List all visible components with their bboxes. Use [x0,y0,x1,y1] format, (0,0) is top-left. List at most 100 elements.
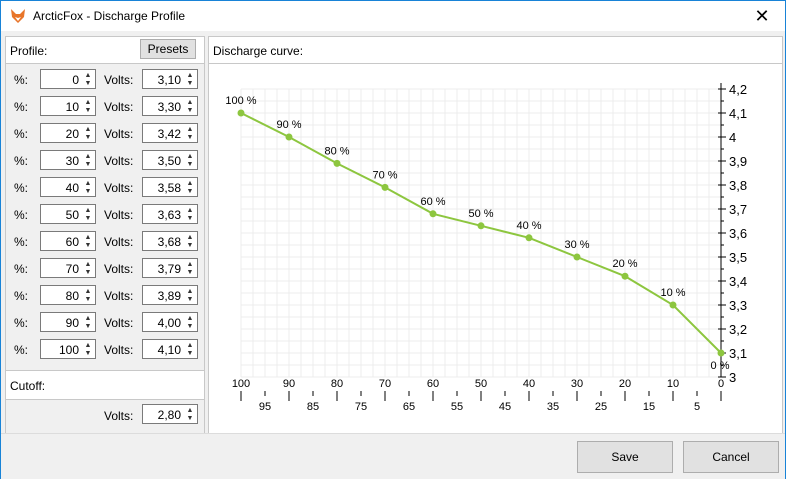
data-point-label: 40 % [516,220,541,232]
spin-up-icon[interactable]: ▲ [186,125,194,133]
y-tick-label: 4,2 [729,82,747,97]
percent-spinbox[interactable]: 80 ▲ ▼ [40,285,96,305]
spin-down-icon[interactable]: ▼ [84,187,92,195]
spin-up-icon[interactable]: ▲ [186,406,194,414]
percent-label: %: [14,73,29,87]
profile-row: %: 90 ▲ ▼ Volts: 4,00 ▲ ▼ [6,308,204,335]
percent-spinbox[interactable]: 60 ▲ ▼ [40,231,96,251]
spin-down-icon[interactable]: ▼ [84,133,92,141]
volts-spinbox[interactable]: 3,89 ▲ ▼ [142,285,198,305]
x-minor-tick-label: 75 [355,401,367,413]
spin-up-icon[interactable]: ▲ [84,98,92,106]
spin-down-icon[interactable]: ▼ [186,160,194,168]
percent-spinbox[interactable]: 40 ▲ ▼ [40,177,96,197]
spin-down-icon[interactable]: ▼ [186,268,194,276]
volts-value: 3,89 [157,289,181,303]
volts-spinbox[interactable]: 3,68 ▲ ▼ [142,231,198,251]
spin-down-icon[interactable]: ▼ [186,214,194,222]
percent-value: 50 [65,208,79,222]
spin-down-icon[interactable]: ▼ [84,295,92,303]
spin-down-icon[interactable]: ▼ [84,268,92,276]
cancel-button[interactable]: Cancel [683,441,779,473]
spin-down-icon[interactable]: ▼ [186,349,194,357]
percent-value: 90 [65,316,79,330]
percent-spinbox[interactable]: 30 ▲ ▼ [40,150,96,170]
spin-down-icon[interactable]: ▼ [84,322,92,330]
spin-down-icon[interactable]: ▼ [186,79,194,87]
spin-up-icon[interactable]: ▲ [84,152,92,160]
spin-down-icon[interactable]: ▼ [84,241,92,249]
spin-up-icon[interactable]: ▲ [186,233,194,241]
percent-spinbox[interactable]: 50 ▲ ▼ [40,204,96,224]
spin-down-icon[interactable]: ▼ [186,106,194,114]
presets-button[interactable]: Presets [140,39,196,59]
spin-up-icon[interactable]: ▲ [84,233,92,241]
volts-spinbox[interactable]: 3,63 ▲ ▼ [142,204,198,224]
close-icon[interactable]: ✕ [754,5,770,26]
spin-up-icon[interactable]: ▲ [84,341,92,349]
spin-down-icon[interactable]: ▼ [84,106,92,114]
y-tick-label: 3,3 [729,298,747,313]
spin-up-icon[interactable]: ▲ [186,341,194,349]
percent-spinbox[interactable]: 0 ▲ ▼ [40,69,96,89]
volts-value: 3,68 [157,235,181,249]
data-point [333,159,341,167]
spin-up-icon[interactable]: ▲ [84,314,92,322]
spin-up-icon[interactable]: ▲ [84,260,92,268]
percent-label: %: [14,343,29,357]
spin-down-icon[interactable]: ▼ [186,322,194,330]
x-minor-tick-label: 35 [547,401,559,413]
volts-spinbox[interactable]: 3,79 ▲ ▼ [142,258,198,278]
cutoff-volts-spinbox[interactable]: 2,80 ▲ ▼ [142,404,198,424]
volts-label: Volts: [104,100,134,114]
spin-down-icon[interactable]: ▼ [186,414,194,422]
y-tick-label: 3 [729,370,736,385]
spin-up-icon[interactable]: ▲ [186,260,194,268]
spin-down-icon[interactable]: ▼ [84,214,92,222]
spin-down-icon[interactable]: ▼ [186,241,194,249]
profile-row: %: 10 ▲ ▼ Volts: 3,30 ▲ ▼ [6,92,204,119]
spin-down-icon[interactable]: ▼ [84,79,92,87]
x-minor-tick-label: 65 [403,401,415,413]
percent-spinbox[interactable]: 70 ▲ ▼ [40,258,96,278]
volts-spinbox[interactable]: 3,50 ▲ ▼ [142,150,198,170]
spin-up-icon[interactable]: ▲ [186,314,194,322]
spin-up-icon[interactable]: ▲ [84,71,92,79]
title-bar[interactable]: ArcticFox - Discharge Profile ✕ [1,1,785,31]
spin-down-icon[interactable]: ▼ [186,133,194,141]
volts-value: 4,00 [157,316,181,330]
spin-up-icon[interactable]: ▲ [186,152,194,160]
percent-value: 20 [65,127,79,141]
spin-up-icon[interactable]: ▲ [84,179,92,187]
spin-up-icon[interactable]: ▲ [186,179,194,187]
spin-down-icon[interactable]: ▼ [186,187,194,195]
data-point [285,133,293,141]
volts-spinbox[interactable]: 3,58 ▲ ▼ [142,177,198,197]
spin-up-icon[interactable]: ▲ [84,206,92,214]
volts-spinbox[interactable]: 3,42 ▲ ▼ [142,123,198,143]
x-minor-tick-label: 15 [643,401,655,413]
spin-down-icon[interactable]: ▼ [84,160,92,168]
percent-spinbox[interactable]: 20 ▲ ▼ [40,123,96,143]
percent-spinbox[interactable]: 90 ▲ ▼ [40,312,96,332]
save-button[interactable]: Save [577,441,673,473]
spin-up-icon[interactable]: ▲ [186,71,194,79]
spin-up-icon[interactable]: ▲ [186,206,194,214]
volts-spinbox[interactable]: 4,00 ▲ ▼ [142,312,198,332]
spin-up-icon[interactable]: ▲ [84,125,92,133]
y-tick-label: 3,4 [729,274,747,289]
spin-down-icon[interactable]: ▼ [186,295,194,303]
cutoff-volts-value: 2,80 [157,408,181,422]
percent-spinbox[interactable]: 10 ▲ ▼ [40,96,96,116]
volts-spinbox[interactable]: 3,30 ▲ ▼ [142,96,198,116]
percent-spinbox[interactable]: 100 ▲ ▼ [40,339,96,359]
spin-up-icon[interactable]: ▲ [186,287,194,295]
volts-spinbox[interactable]: 3,10 ▲ ▼ [142,69,198,89]
volts-spinbox[interactable]: 4,10 ▲ ▼ [142,339,198,359]
spin-up-icon[interactable]: ▲ [186,98,194,106]
x-minor-tick-label: 55 [451,401,463,413]
spin-up-icon[interactable]: ▲ [84,287,92,295]
spin-down-icon[interactable]: ▼ [84,349,92,357]
data-point [237,109,245,117]
